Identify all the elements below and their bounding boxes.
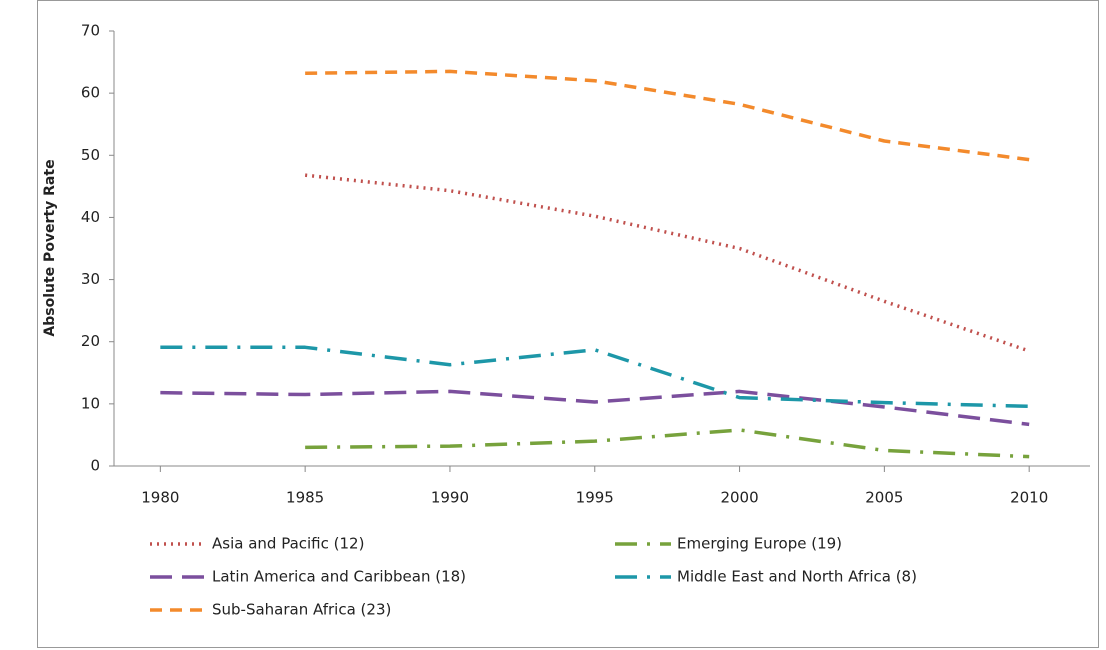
legend-label: Middle East and North Africa (8) [677,568,917,586]
x-tick-label: 1995 [576,489,614,507]
x-tick-label: 2000 [720,489,758,507]
y-tick-label: 70 [81,22,100,40]
y-tick-label: 50 [81,146,100,164]
y-tick-label: 0 [90,457,100,475]
y-axis-label: Absolute Poverty Rate [42,159,58,336]
x-tick-label: 1980 [141,489,179,507]
y-tick-label: 40 [81,208,100,226]
x-tick-label: 2010 [1010,489,1048,507]
x-tick-label: 1990 [431,489,469,507]
legend-label: Emerging Europe (19) [677,535,842,553]
y-tick-label: 10 [81,394,100,412]
y-tick-label: 20 [81,332,100,350]
series-line [305,428,1030,459]
legend-label: Latin America and Caribbean (18) [212,568,466,586]
y-tick-label: 60 [81,84,100,102]
legend-label: Asia and Pacific (12) [212,535,364,553]
chart-frame [37,0,1099,648]
series-line [160,345,1030,409]
x-tick-label: 2005 [865,489,903,507]
y-tick-label: 30 [81,270,100,288]
legend-label: Sub-Saharan Africa (23) [212,601,391,619]
series-line [305,69,1030,162]
x-tick-label: 1985 [286,489,324,507]
series-line [160,389,1030,427]
